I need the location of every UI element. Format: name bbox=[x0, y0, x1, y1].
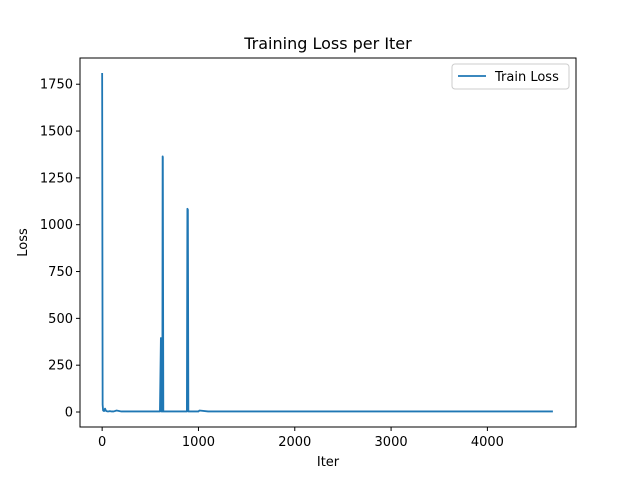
y-axis-label: Loss bbox=[16, 228, 31, 257]
x-tick-label: 1000 bbox=[182, 435, 215, 450]
series-layer bbox=[101, 72, 553, 413]
y-tick-label: 500 bbox=[48, 312, 73, 327]
y-tick-label: 1500 bbox=[40, 125, 73, 140]
axes-frame bbox=[79, 57, 577, 428]
legend-entry-train-loss: Train Loss bbox=[494, 70, 559, 85]
y-axis-ticks: 0 250 500 750 1000 1250 1500 1750 bbox=[40, 78, 80, 421]
x-tick-label: 0 bbox=[98, 435, 106, 450]
x-axis-ticks: 0 1000 2000 3000 4000 bbox=[98, 427, 504, 450]
y-tick-label: 750 bbox=[48, 265, 73, 280]
y-tick-label: 250 bbox=[48, 359, 73, 374]
x-axis-label: Iter bbox=[317, 455, 340, 470]
x-tick-label: 4000 bbox=[471, 435, 504, 450]
plot-area bbox=[80, 58, 576, 427]
y-tick-label: 1750 bbox=[40, 78, 73, 93]
legend: Train Loss bbox=[451, 63, 570, 90]
x-tick-label: 3000 bbox=[375, 435, 408, 450]
legend-box bbox=[451, 63, 570, 90]
y-tick-label: 1000 bbox=[40, 218, 73, 233]
chart-title: Training Loss per Iter bbox=[243, 34, 412, 53]
y-tick-label: 1250 bbox=[40, 171, 73, 186]
y-tick-label: 0 bbox=[65, 406, 73, 421]
x-tick-label: 2000 bbox=[278, 435, 311, 450]
series-line-train-loss bbox=[101, 72, 553, 413]
